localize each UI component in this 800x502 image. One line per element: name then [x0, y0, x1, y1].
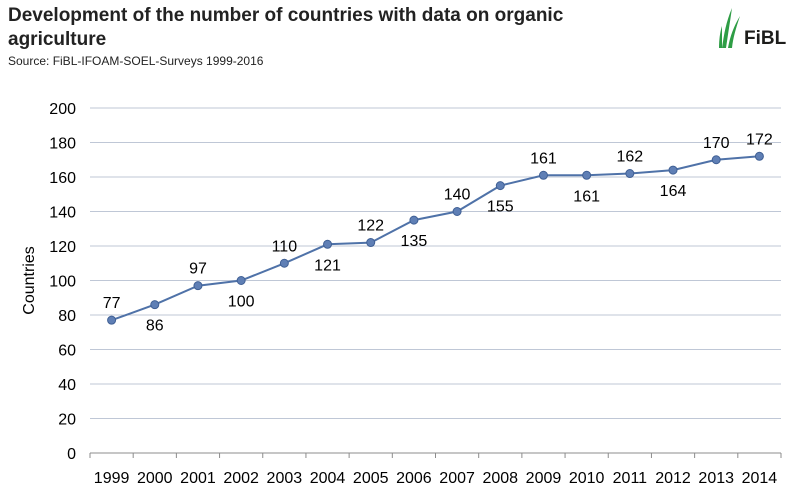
y-tick-label: 60 [58, 343, 76, 360]
x-tick-label: 2008 [482, 470, 518, 487]
data-point [582, 170, 592, 180]
series-line [111, 155, 760, 322]
logo-text: FiBL [744, 28, 787, 49]
chart-source: Source: FiBL-IFOAM-SOEL-Surveys 1999-201… [8, 54, 264, 68]
y-tick-label: 0 [67, 446, 76, 463]
y-tick-label: 120 [49, 239, 76, 256]
x-tick-label: 2000 [137, 470, 173, 487]
data-label: 172 [746, 131, 773, 148]
data-label: 97 [189, 261, 207, 278]
data-point [366, 238, 376, 248]
y-tick-label: 20 [58, 412, 76, 429]
data-label: 100 [228, 294, 255, 311]
data-label: 110 [272, 238, 298, 255]
data-label: 122 [357, 218, 384, 235]
data-label: 164 [660, 183, 687, 200]
data-point [711, 155, 721, 165]
data-point [279, 258, 289, 268]
y-tick-label: 140 [49, 205, 76, 222]
data-point [452, 207, 462, 216]
data-point [668, 165, 678, 175]
x-tick-label: 2012 [655, 470, 691, 487]
data-labels: 77 86 97 100 110 121 122 135 140 155 161 161 162 164 1… [103, 131, 773, 334]
chart-header: Development of the number of countries w… [8, 4, 648, 68]
data-point [625, 169, 635, 179]
y-tick-label: 160 [49, 170, 76, 187]
fibl-leaf-icon [719, 8, 740, 48]
x-tick-label: 2005 [353, 470, 389, 487]
x-tick-label: 2002 [223, 470, 259, 487]
x-tick-label: 2010 [569, 470, 605, 487]
data-point [495, 181, 505, 191]
data-point [538, 170, 548, 180]
data-point [409, 215, 419, 225]
y-tick-label: 100 [49, 274, 76, 291]
data-label: 162 [616, 149, 643, 166]
y-tick-label: 180 [49, 136, 76, 153]
data-label: 170 [703, 135, 730, 152]
chart-title: Development of the number of countries w… [8, 5, 564, 50]
data-label: 77 [103, 295, 121, 312]
x-tick-label: 2013 [698, 470, 734, 487]
x-tick-label: 2011 [613, 470, 648, 487]
data-label: 121 [314, 257, 341, 274]
x-tick-label: 2001 [180, 470, 216, 487]
x-tick-label: 1999 [94, 470, 130, 487]
y-tick-label: 80 [58, 308, 76, 325]
y-tick-label: 40 [58, 377, 76, 394]
data-label: 161 [573, 188, 600, 205]
x-tick-label: 2006 [396, 470, 432, 487]
data-label: 86 [146, 318, 164, 335]
data-point [236, 276, 246, 285]
y-axis-ticks: 0 20 40 60 80 100 120 140 160 180 200 [49, 101, 76, 463]
x-tick-label: 2014 [742, 470, 778, 487]
x-tick-label: 2004 [310, 470, 346, 487]
y-axis-label: Countries [21, 246, 38, 314]
x-axis-ticks: 1999 2000 2001 2002 2003 2004 2005 2006 2007 2008… [89, 453, 782, 487]
data-label: 135 [401, 233, 428, 250]
data-point [150, 300, 160, 310]
data-point [107, 315, 117, 325]
data-point [193, 281, 203, 291]
x-tick-label: 2009 [526, 470, 562, 487]
y-tick-label: 200 [49, 101, 76, 118]
data-label: 161 [530, 150, 557, 167]
fibl-logo: FiBL [719, 8, 787, 49]
data-label: 140 [444, 187, 471, 204]
x-tick-label: 2003 [267, 470, 303, 487]
data-markers [107, 151, 764, 325]
x-tick-label: 2007 [439, 470, 475, 487]
gridlines [90, 107, 781, 454]
data-point [754, 151, 764, 161]
data-point [323, 239, 333, 249]
data-label: 155 [487, 199, 514, 216]
